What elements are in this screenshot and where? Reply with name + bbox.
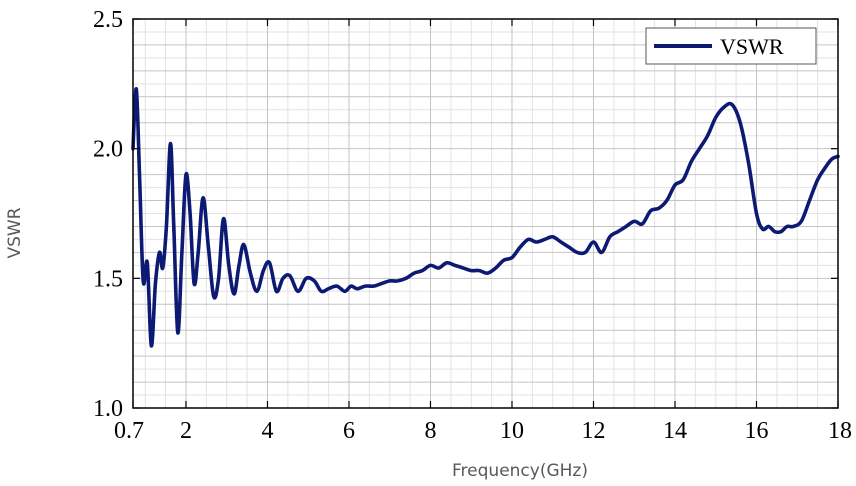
x-tick-label: 6: [343, 418, 355, 444]
y-tick-label: 1.5: [93, 266, 123, 292]
y-tick-label: 2.0: [93, 137, 123, 163]
x-tick-labels: 0.7 2 4 6 8 10 12 14 16 18: [114, 418, 852, 444]
plot-frame: [132, 18, 839, 409]
y-axis-title: VSWR: [5, 207, 25, 258]
x-tick-label: 10: [500, 418, 524, 444]
x-tick-label: 4: [261, 418, 273, 444]
x-tick-label: 18: [828, 418, 852, 444]
axis-ticks: [132, 18, 839, 409]
x-axis-title: Frequency(GHz): [452, 461, 588, 481]
x-tick-label: 16: [744, 418, 768, 444]
y-tick-labels: 1.0 1.5 2.0 2.5: [93, 7, 123, 422]
x-tick-label: 12: [581, 418, 605, 444]
y-tick-label: 2.5: [93, 7, 123, 33]
series-line-vswr: [131, 87, 840, 348]
legend-label: VSWR: [720, 34, 784, 59]
x-tick-label: 14: [663, 418, 687, 444]
legend: VSWR: [645, 27, 817, 65]
x-tick-label: 2: [180, 418, 192, 444]
y-tick-label: 1.0: [93, 396, 123, 422]
x-tick-label: 8: [424, 418, 436, 444]
x-tick-label: 0.7: [114, 418, 144, 444]
series-layer: [131, 87, 840, 348]
